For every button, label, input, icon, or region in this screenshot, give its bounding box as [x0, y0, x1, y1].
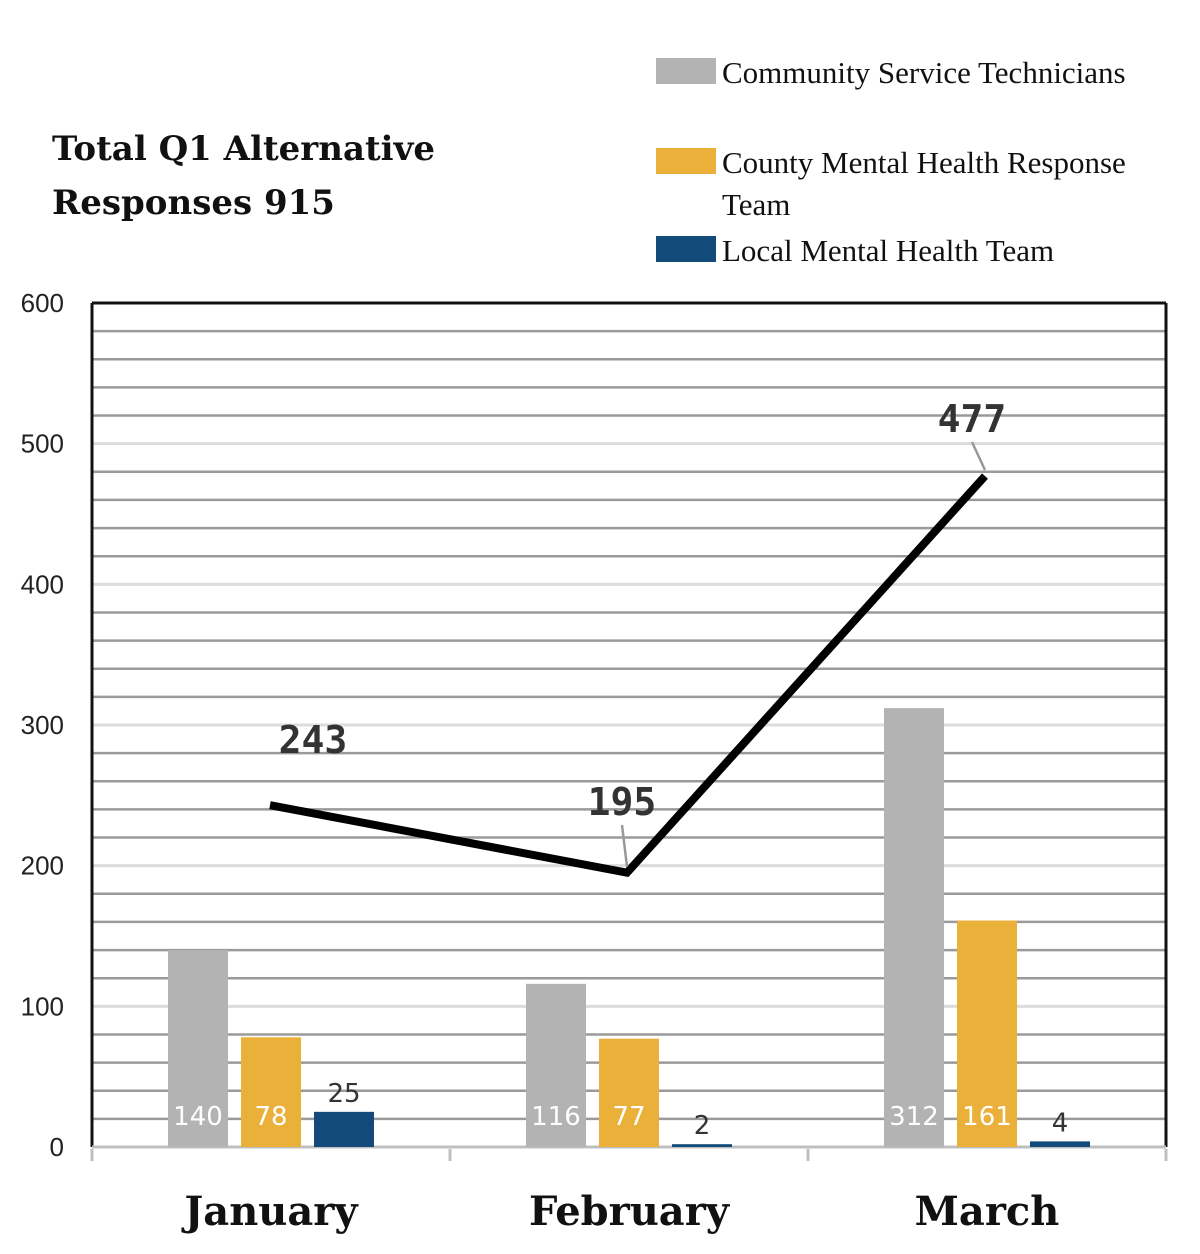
y-tick-label: 200	[21, 851, 64, 881]
chart-title: Total Q1 Alternative Responses 915	[52, 129, 435, 223]
x-tick-label: February	[529, 1188, 731, 1235]
legend-label: Team	[722, 187, 790, 222]
bar-data-label: 161	[962, 1102, 1012, 1132]
legend-label: Community Service Technicians	[722, 55, 1126, 90]
bar	[168, 950, 228, 1147]
bar	[599, 1038, 659, 1147]
y-tick-label: 500	[21, 429, 64, 459]
bar-data-label: 2	[694, 1111, 711, 1141]
y-tick-label: 300	[21, 710, 64, 740]
bar-data-label: 25	[327, 1079, 360, 1109]
legend-label: County Mental Health Response	[722, 145, 1126, 180]
y-tick-label: 600	[21, 288, 64, 318]
legend-swatch	[656, 236, 716, 262]
x-tick-label: March	[915, 1188, 1060, 1235]
y-tick-label: 100	[21, 991, 64, 1021]
bar	[1030, 1141, 1090, 1147]
total-data-label: 243	[279, 718, 348, 762]
leader-line	[620, 824, 629, 867]
y-tick-label: 400	[21, 569, 64, 599]
bar	[884, 708, 944, 1147]
bar	[314, 1111, 374, 1147]
chart-title-line: Responses 915	[52, 183, 335, 223]
y-tick-label: 0	[50, 1132, 64, 1162]
bar	[241, 1037, 301, 1147]
leader-line	[970, 441, 987, 471]
total-data-label: 195	[588, 780, 657, 824]
x-axis-ticks: January February March	[181, 1188, 1059, 1235]
legend-label: Local Mental Health Team	[722, 233, 1054, 268]
legend-swatch	[656, 148, 716, 174]
bar-data-label: 140	[173, 1102, 223, 1132]
bar	[672, 1144, 732, 1147]
bar-data-label: 77	[612, 1102, 645, 1132]
x-tick-label: January	[181, 1188, 359, 1235]
y-axis-ticks: 0 100 200 300 400 500 600	[21, 288, 64, 1162]
total-data-label: 477	[938, 397, 1007, 441]
bar	[957, 920, 1017, 1147]
bar-data-label: 312	[889, 1102, 939, 1132]
total-line	[269, 473, 988, 878]
legend-swatch	[656, 58, 716, 84]
bar-data-label: 78	[254, 1102, 287, 1132]
bar	[526, 983, 586, 1147]
bar-data-label: 4	[1052, 1108, 1069, 1138]
total-line-series: 243 195 477	[269, 397, 1007, 878]
bars: 140 116 312 78 77 161 25 2 4	[168, 708, 1090, 1147]
bar-data-label: 116	[531, 1102, 581, 1132]
chart-title-line: Total Q1 Alternative	[52, 129, 435, 169]
legend: Community Service Technicians County Ment…	[656, 55, 1126, 268]
